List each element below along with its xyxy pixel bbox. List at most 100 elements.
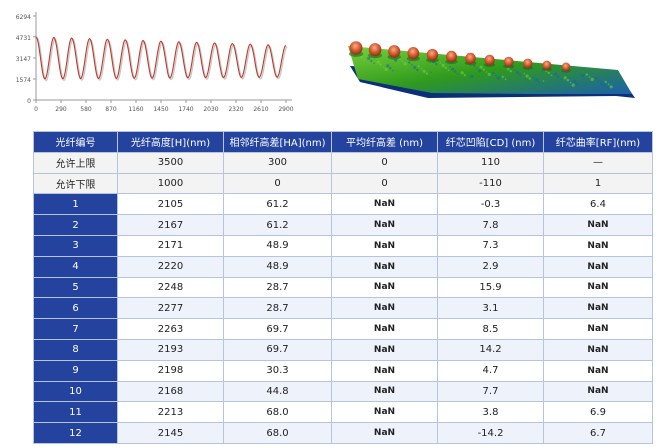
core-dip-cell: 15.9 [437,276,544,299]
y-tick-label: 3147 [16,56,31,63]
core-dip-cell: 3.8 [437,401,544,424]
surface-speck [504,78,507,81]
surface-speck [604,80,607,84]
table-row: 11 2213 68.0 NaN 3.8 6.9 [33,401,653,424]
fiber-peak [446,50,457,63]
table-row: 3 2171 48.9 NaN 7.3 NaN [33,234,653,257]
avg-diff-cell: 0 [331,151,438,174]
core-dip-cell: 8.5 [437,318,544,340]
table-row: 7 2263 69.7 NaN 8.5 NaN [33,318,653,340]
surface-speck [523,72,526,75]
surface-speck [363,58,366,61]
surface-speck [598,79,600,82]
core-dip-cell: -110 [437,172,544,195]
surface-speck [501,75,504,79]
fiber-id-cell: 8 [33,338,118,361]
adjacent-diff-cell: 61.2 [223,193,332,216]
fiber-id-cell: 3 [33,234,118,257]
avg-diff-cell: NaN [331,297,438,320]
core-dip-cell: 110 [437,151,544,174]
height-cell: 2213 [117,401,224,424]
surface-speck [542,80,545,82]
surface-speck [576,82,579,86]
height-cell: 2167 [117,214,224,236]
curvature-cell: NaN [543,234,653,257]
fiber-peak [368,43,382,57]
surface-speck [460,71,464,75]
surface-speck [413,65,417,69]
table-body: 允许上限 3500 300 0 110— 允许下限 1000 0 0 -110 1 1 2105 61.2… [33,151,653,444]
surface-speck [476,67,478,70]
surface-speck [441,63,445,67]
surface-speck [373,62,375,65]
surface-speck [447,69,450,72]
adjacent-diff-cell: 28.7 [223,276,332,299]
surface-speck [600,81,604,85]
surface-speck [550,74,553,77]
fiber-id-cell: 允许下限 [33,172,118,195]
x-tick-label: 2320 [228,106,243,113]
y-tick-label: 4731 [16,35,31,42]
x-tick-label: 580 [80,106,92,113]
avg-diff-cell: NaN [331,193,438,216]
curvature-cell: NaN [543,276,653,299]
avg-diff-cell: NaN [331,380,438,403]
table-row: 5 2248 28.7 NaN 15.9 NaN [33,276,653,299]
surface-speck [579,72,581,75]
fiber-id-cell: 9 [33,359,118,382]
adjacent-diff-cell: 61.2 [223,214,332,236]
surface-speck [444,66,447,70]
table-row: 允许上限 3500 300 0 110— [33,151,653,174]
surface-speck [590,77,594,81]
table-row: 8 2193 69.7 NaN 14.2 NaN [33,338,653,361]
x-tick-label: 2900 [278,106,293,113]
fiber-peak [542,60,552,70]
height-cell: 3500 [117,151,224,174]
curvature-cell: NaN [543,318,653,340]
surface-speck [403,62,407,66]
x-tick-label: 1450 [153,106,168,113]
surface-speck [538,81,541,84]
surface-speck [382,66,385,68]
x-tick-label: 2030 [203,106,218,113]
surface-speck [533,76,535,79]
curvature-cell: NaN [543,297,653,320]
table-row: 4 2220 48.9 NaN 2.9 NaN [33,255,653,278]
x-tick-label: 870 [105,106,117,113]
surface-speck [581,74,585,78]
surface-speck [422,69,426,73]
height-cell: 2171 [117,234,224,257]
surface-speck [609,85,613,89]
surface-speck [384,67,388,71]
curvature-header: 纤芯曲率[RF](nm) [543,131,653,153]
surface-speck [457,73,459,75]
surface-speck [408,61,411,64]
table-row: 允许下限 1000 0 0 -110 1 [33,172,653,195]
fiber-id-cell: 5 [33,276,118,299]
surface-speck [479,65,483,69]
table-row: 10 2168 44.8 NaN 7.7 NaN [33,380,653,403]
height-cell: 2277 [117,297,224,320]
height-cell: 2145 [117,422,224,444]
surface-speck [514,69,516,71]
avg-diff-cell: NaN [331,318,438,340]
curvature-cell: — [543,151,653,174]
surface-speck [495,74,497,77]
surface-speck [360,56,363,59]
core-dip-cell: 7.3 [437,234,544,257]
surface-speck [554,72,558,76]
surface-speck [367,56,371,61]
core-dip-cell: 7.7 [437,380,544,403]
surface-speck [497,76,501,80]
fiber-id-header: 光纤编号 [33,131,118,153]
fiber-id-cell: 6 [33,297,118,320]
x-tick-label: 1160 [128,106,143,113]
surface-speck [603,84,606,87]
surface-speck [478,69,482,73]
avg-diff-header: 平均纤高差 (nm) [331,131,438,153]
surface-speck [566,79,569,82]
surface-speck [519,73,522,77]
core-dip-cell: -14.2 [437,422,544,444]
surface-speck [557,75,560,78]
adjacent-diff-cell: 68.0 [223,401,332,424]
